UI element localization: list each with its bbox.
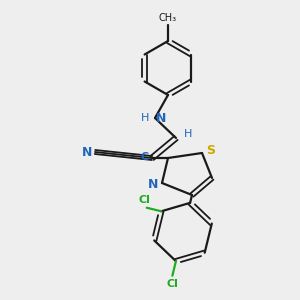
- Text: N: N: [82, 146, 92, 158]
- Text: CH₃: CH₃: [159, 13, 177, 23]
- Text: C: C: [141, 152, 149, 162]
- Text: S: S: [206, 143, 215, 157]
- Text: Cl: Cl: [167, 279, 178, 289]
- Text: H: H: [184, 129, 192, 139]
- Text: N: N: [148, 178, 158, 191]
- Text: N: N: [156, 112, 166, 124]
- Text: H: H: [141, 113, 149, 123]
- Text: Cl: Cl: [139, 195, 151, 205]
